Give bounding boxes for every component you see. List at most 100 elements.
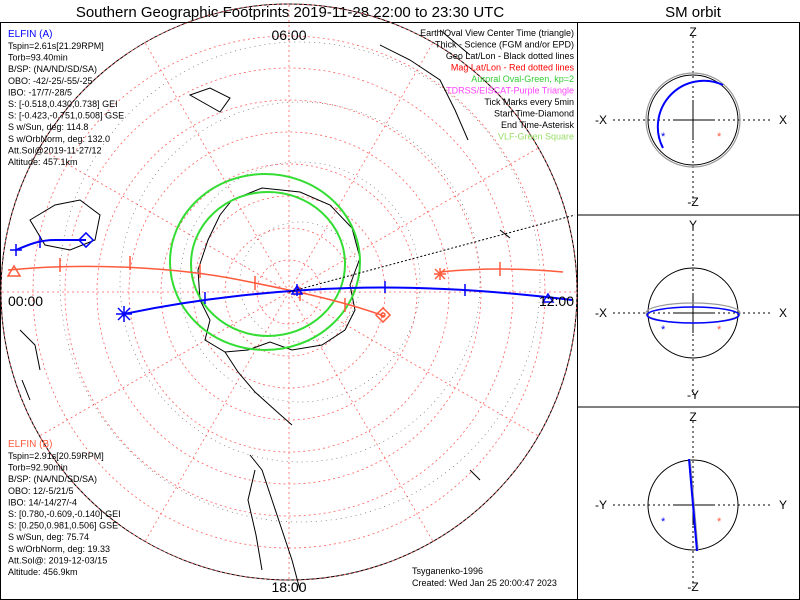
land-nz	[19, 329, 41, 401]
elfin-a-end-asterisk	[116, 306, 132, 322]
land-south-america	[247, 454, 301, 591]
elfin-a-info: ELFIN (A) Tspin=2.61s[21.29RPM] Torb=93.4…	[8, 29, 124, 167]
clock-label-top: 06:00	[271, 27, 306, 43]
track-elfin-a-line-2	[15, 239, 86, 251]
sm-marker-b: *	[717, 324, 722, 336]
sm-marker-a: *	[661, 324, 666, 336]
info-line: Tspin=2.61s[21.29RPM]	[8, 41, 104, 51]
geo-lat-circle	[59, 41, 541, 523]
info-line: B/SP: (NA/ND/SD/SA)	[8, 64, 97, 74]
track-elfin-a	[10, 231, 573, 322]
info-line: Torb=93.40min	[8, 53, 68, 63]
sm-axis-label: -X	[595, 306, 607, 320]
mag-lat-circle	[64, 67, 514, 517]
elfin-a-view-triangle-2	[541, 292, 555, 303]
sm-panel: -X X Z -Z * *	[595, 25, 787, 209]
sm-axis-label: -Z	[687, 580, 698, 594]
sm-axis-label: -Y	[595, 498, 607, 512]
track-elfin-b-line	[7, 265, 385, 317]
geo-lat-circle	[239, 221, 361, 343]
legend-entry: TDRSS/EISCAT-Purple Triangle	[446, 86, 574, 96]
mag-lon-line	[288, 42, 434, 293]
sm-marker-a: *	[661, 131, 666, 143]
mag-lon-line	[144, 42, 290, 293]
info-line: Att.Sol@: 2019-12-03/15	[8, 555, 107, 565]
mag-lat-circle	[160, 163, 418, 421]
legend-entry: Geo Lat/Lon - Black dotted lines	[446, 51, 575, 61]
legend-entry: Earth/Oval View Center Time (triangle)	[420, 28, 574, 38]
info-line: S: [0.250,0.981,0.506] GSE	[8, 521, 118, 531]
track-elfin-b-line-2	[439, 268, 564, 273]
info-line: OBO: -42/-25/-55/-25	[8, 76, 93, 86]
sm-axis-label: Y	[689, 218, 697, 232]
sm-axis-label: -Y	[687, 388, 699, 402]
orbit-elfin-a	[688, 458, 698, 552]
elfin-b-view-triangle	[6, 264, 22, 277]
main-title: Southern Geographic Footprints 2019-11-2…	[76, 4, 504, 21]
sm-axis-label: -X	[595, 113, 607, 127]
info-line: Tspin=2.91s[20.59RPM]	[8, 451, 104, 461]
clock-label-left: 00:00	[8, 293, 43, 309]
mag-lat-circle	[0, 3, 578, 581]
mag-lon-line	[288, 291, 539, 437]
info-line: IBO: -17/7/-28/5	[8, 87, 72, 97]
elfin-b-end-asterisk	[434, 268, 446, 280]
mag-lon-line	[39, 291, 290, 437]
geo-lat-circle	[119, 101, 481, 463]
elfin-a-end-asterisk-2	[10, 244, 22, 256]
legend-entry: Thick - Science (FGM and/or EPD)	[435, 40, 574, 50]
info-line: S w/Sun, deg: 114.8	[8, 122, 88, 132]
mag-lon-line	[39, 147, 290, 293]
mag-grid	[0, 3, 578, 581]
orbit-elfin-b	[645, 72, 741, 168]
clock-label-right: 12:00	[539, 293, 574, 309]
legend: Earth/Oval View Center Time (triangle) Th…	[420, 28, 574, 142]
track-elfin-b-ticks	[59, 256, 501, 312]
info-line: S w/OrbNorm, deg: 19.33	[8, 544, 110, 554]
info-line: OBO: 12/-5/21/5	[8, 486, 74, 496]
orbit-elfin-a	[656, 79, 724, 149]
auroral-oval-outer	[169, 173, 361, 351]
sm-panel: -X X Y -Y * *	[595, 218, 787, 402]
mag-lat-circle	[224, 227, 354, 357]
legend-entry: Tick Marks every 5min	[484, 97, 574, 107]
sun-direction-line	[288, 214, 576, 293]
land-australia	[29, 199, 101, 251]
sm-marker-b: *	[717, 131, 722, 143]
sm-marker-b: *	[717, 516, 722, 528]
info-line: S: [0.780,-0.609,-0.140] GEI	[8, 509, 121, 519]
elfin-b-info: ELFIN (B) Tspin=2.91s[20.59RPM] Torb=92.9…	[8, 439, 121, 577]
mag-lon-line	[288, 291, 434, 542]
footer-model: Tsyganenko-1996	[412, 566, 483, 576]
land-kerguelen	[188, 87, 231, 113]
info-line: S w/Sun, deg: 75.74	[8, 532, 89, 542]
landmasses	[19, 29, 511, 591]
sm-title: SM orbit	[665, 4, 722, 21]
legend-entry: Start Time-Diamond	[494, 109, 574, 119]
sm-axis-label: X	[779, 306, 787, 320]
elfin-b-name: ELFIN (B)	[8, 439, 52, 450]
footer-created: Created: Wed Jan 25 20:00:47 2023	[412, 578, 557, 588]
mag-lon-line	[144, 291, 290, 542]
track-elfin-a-line	[123, 286, 573, 315]
land-antarctic-peninsula	[224, 351, 293, 426]
sm-frame	[577, 22, 800, 600]
land-antarctica	[197, 187, 361, 353]
info-line: Altitude: 456.9km	[8, 567, 78, 577]
info-line: B/SP: (NA/ND/SD/SA)	[8, 474, 97, 484]
sm-panel: -Y Y Z -Z * *	[595, 410, 787, 594]
track-elfin-a-ticks	[39, 236, 466, 304]
land-africa-tip	[379, 29, 471, 141]
legend-entry: Mag Lat/Lon - Red dotted lines	[451, 63, 575, 73]
info-line: S: [-0.423,-0.751,0.508] GSE	[8, 111, 124, 121]
elfin-b-start-diamond	[374, 306, 392, 324]
info-line: S: [-0.518,0.430,0.738] GEI	[8, 99, 118, 109]
sm-axis-label: -Z	[687, 195, 698, 209]
sm-axis-label: Z	[689, 410, 696, 424]
sm-axis-label: Z	[689, 25, 696, 39]
elfin-b-start-center	[380, 312, 386, 318]
info-line: Torb=92.90min	[8, 463, 68, 473]
elfin-a-start-diamond	[77, 231, 95, 249]
mag-lon-line	[288, 147, 539, 293]
